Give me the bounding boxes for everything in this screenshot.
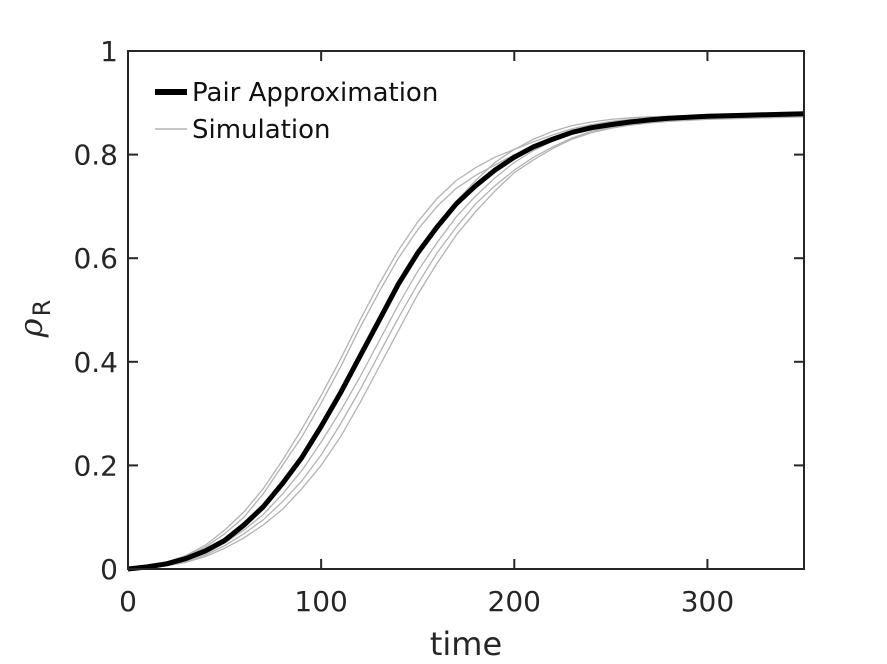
y-tick-label: 1 [100,35,118,68]
y-axis-label: ρ R [12,300,56,339]
plot-frame [127,50,805,570]
ticks-layer: 0 100 200 300 0 0.2 0.4 0.6 0.8 1 [73,35,804,618]
y-axis-label-subscript: R [28,300,56,317]
legend: Pair Approximation Simulation [155,78,438,145]
y-tick-label: 0.4 [73,346,118,379]
x-tick-label: 0 [119,585,137,618]
x-axis-label: time [430,625,502,663]
y-tick-label: 0.8 [73,139,118,172]
series-layer [127,111,805,572]
x-tick-label: 100 [294,585,347,618]
y-axis-label-symbol: ρ [12,318,50,338]
series-line-pair-approximation [127,111,805,572]
y-tick-label: 0.6 [73,242,118,275]
legend-label-simulation: Simulation [192,115,331,145]
x-tick-label: 300 [681,585,734,618]
plot-background [128,51,804,569]
legend-label-pair-approximation: Pair Approximation [192,78,438,108]
y-tick-label: 0.2 [73,449,118,482]
x-tick-label: 200 [488,585,541,618]
y-tick-label: 0 [100,553,118,586]
series-line-simulation-4 [127,116,805,570]
